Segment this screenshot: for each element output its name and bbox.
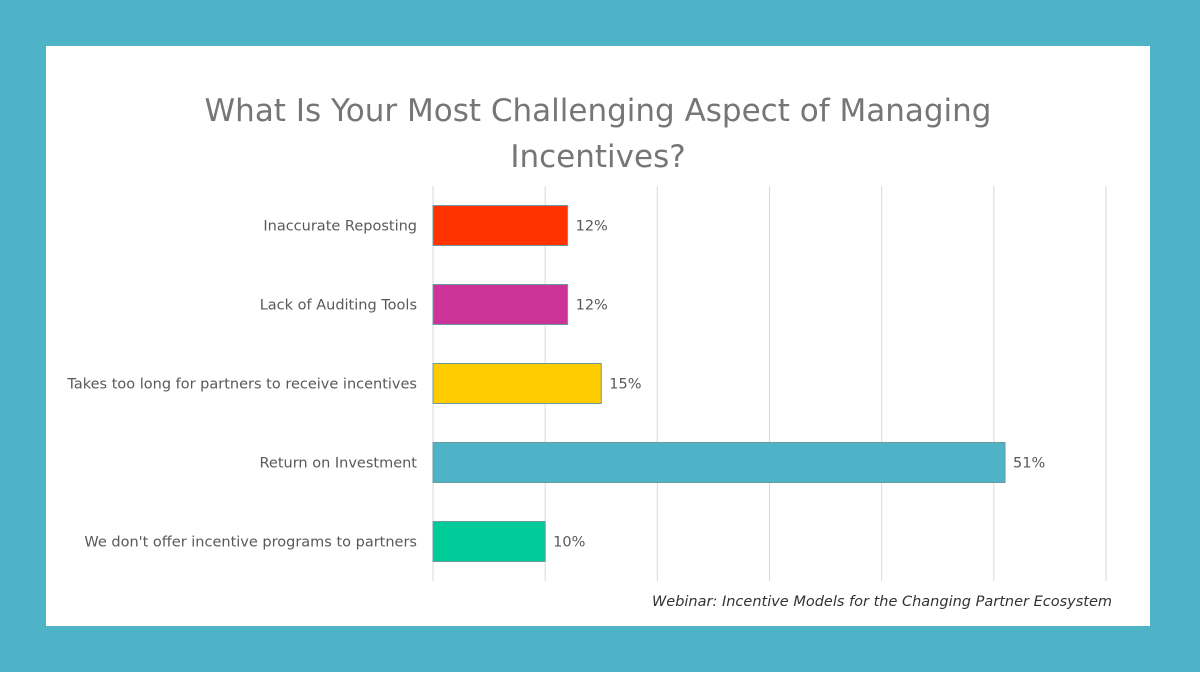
data-label-2: 12%: [576, 298, 608, 314]
category-label-4: Return on Investment: [259, 456, 417, 472]
bar-4: [432, 442, 1006, 483]
bar-1: [432, 205, 569, 246]
chart-title-line-2: Incentives?: [510, 139, 686, 175]
data-label-1: 12%: [576, 219, 608, 235]
category-label-2: Lack of Auditing Tools: [260, 298, 417, 314]
bar-2: [432, 284, 569, 325]
category-label-3: Takes too long for partners to receive i…: [66, 377, 417, 393]
slide-card: What Is Your Most Challenging Aspect of …: [46, 46, 1150, 626]
bar-3: [432, 363, 602, 404]
data-label-4: 51%: [1013, 456, 1045, 472]
bar-5: [432, 521, 546, 562]
chart-title-line-1: What Is Your Most Challenging Aspect of …: [204, 93, 992, 129]
category-label-1: Inaccurate Reposting: [263, 219, 417, 235]
data-label-3: 15%: [609, 377, 641, 393]
footer-caption: Webinar: Incentive Models for the Changi…: [651, 594, 1112, 610]
data-label-5: 10%: [553, 535, 585, 551]
category-label-5: We don't offer incentive programs to par…: [84, 535, 417, 551]
bottom-strip: [0, 672, 1200, 675]
chart-title: What Is Your Most Challenging Aspect of …: [46, 88, 1150, 180]
bar-chart: Inaccurate Reposting 12% Lack of Auditing …: [66, 186, 1107, 581]
